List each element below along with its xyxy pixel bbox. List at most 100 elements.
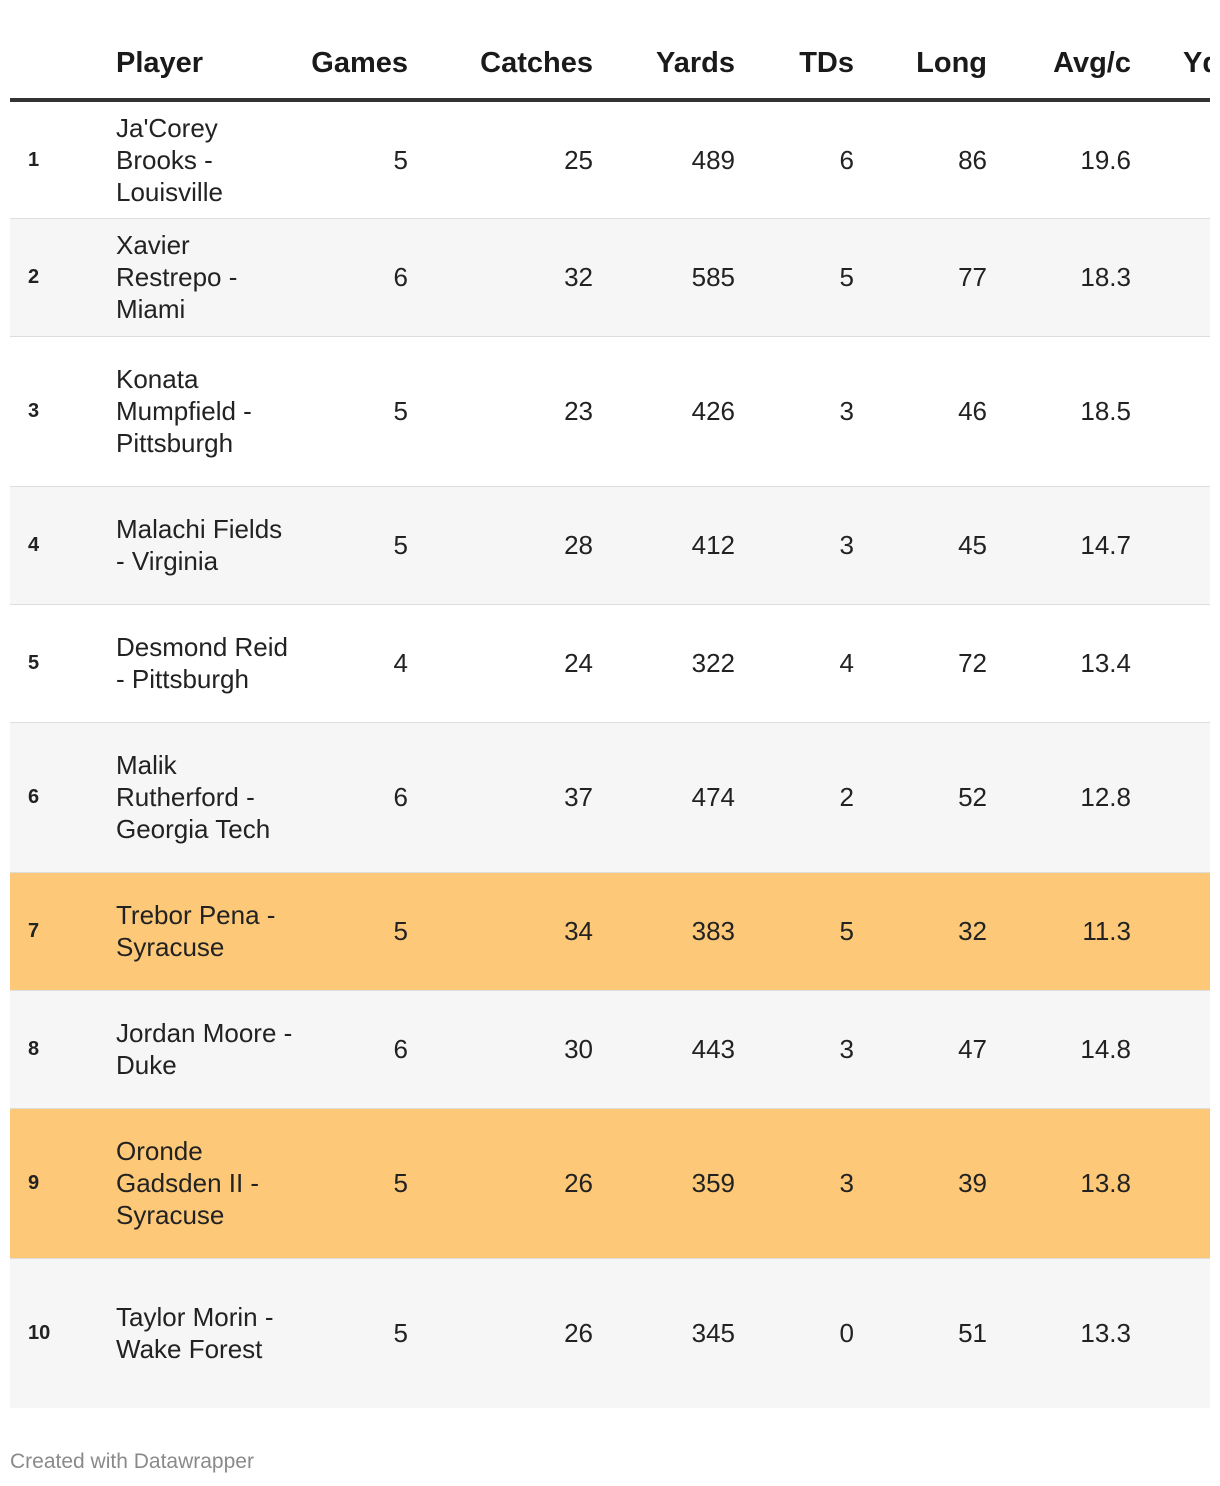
tds-cell: 5 <box>735 218 854 337</box>
tds-cell: 4 <box>735 604 854 723</box>
games-cell: 4 <box>296 604 408 723</box>
tds-cell: 5 <box>735 872 854 991</box>
table-row: 1 Ja'Corey Brooks - Louisville 5 25 489 6 86 19… <box>10 100 1210 219</box>
yards-per-game-cell <box>1131 604 1210 723</box>
player-cell: Malachi Fields - Virginia <box>116 486 296 605</box>
rank-cell: 5 <box>10 604 116 723</box>
yards-per-game-cell <box>1131 336 1210 487</box>
rank-cell: 3 <box>10 336 116 487</box>
long-cell: 77 <box>854 218 987 337</box>
column-header-long[interactable]: Long <box>854 28 987 102</box>
tds-cell: 3 <box>735 336 854 487</box>
catches-cell: 30 <box>408 990 593 1109</box>
games-cell: 5 <box>296 336 408 487</box>
rank-cell: 9 <box>10 1108 116 1259</box>
tds-cell: 6 <box>735 100 854 219</box>
tds-cell: 3 <box>735 486 854 605</box>
yards-cell: 489 <box>593 100 735 219</box>
yards-per-game-cell <box>1131 1258 1210 1408</box>
catches-cell: 24 <box>408 604 593 723</box>
avg-per-catch-cell: 18.5 <box>987 336 1131 487</box>
player-cell: Ja'Corey Brooks - Louisville <box>116 100 296 219</box>
yards-cell: 345 <box>593 1258 735 1408</box>
catches-cell: 23 <box>408 336 593 487</box>
yards-per-game-cell <box>1131 990 1210 1109</box>
rank-cell: 6 <box>10 722 116 873</box>
column-header-yards-per-game[interactable]: Yd <box>1131 28 1210 102</box>
column-header-rank[interactable] <box>10 28 116 102</box>
avg-per-catch-cell: 13.3 <box>987 1258 1131 1408</box>
catches-cell: 26 <box>408 1108 593 1259</box>
table-row: 4 Malachi Fields - Virginia 5 28 412 3 45 14.7 <box>10 486 1210 605</box>
catches-cell: 26 <box>408 1258 593 1408</box>
avg-per-catch-cell: 18.3 <box>987 218 1131 337</box>
stats-table-container: Player Games Catches Yards TDs Long Avg/… <box>10 28 1210 1408</box>
table-row: 6 Malik Rutherford - Georgia Tech 6 37 474 2 5… <box>10 722 1210 873</box>
tds-cell: 3 <box>735 990 854 1109</box>
catches-cell: 34 <box>408 872 593 991</box>
table-row: 10 Taylor Morin - Wake Forest 5 26 345 0 51 13.… <box>10 1258 1210 1408</box>
avg-per-catch-cell: 12.8 <box>987 722 1131 873</box>
datawrapper-credit[interactable]: Created with Datawrapper <box>10 1450 254 1473</box>
rank-cell: 1 <box>10 100 116 219</box>
long-cell: 39 <box>854 1108 987 1259</box>
avg-per-catch-cell: 19.6 <box>987 100 1131 219</box>
table-row: 9 Oronde Gadsden II - Syracuse 5 26 359 3 39 13… <box>10 1108 1210 1259</box>
yards-cell: 383 <box>593 872 735 991</box>
player-cell: Taylor Morin - Wake Forest <box>116 1258 296 1408</box>
games-cell: 6 <box>296 722 408 873</box>
column-header-games[interactable]: Games <box>296 28 408 102</box>
long-cell: 51 <box>854 1258 987 1408</box>
column-header-avg-per-catch[interactable]: Avg/c <box>987 28 1131 102</box>
yards-cell: 412 <box>593 486 735 605</box>
games-cell: 5 <box>296 100 408 219</box>
catches-cell: 32 <box>408 218 593 337</box>
yards-cell: 359 <box>593 1108 735 1259</box>
table-row: 8 Jordan Moore - Duke 6 30 443 3 47 14.8 <box>10 990 1210 1109</box>
player-cell: Oronde Gadsden II - Syracuse <box>116 1108 296 1259</box>
yards-per-game-cell <box>1131 486 1210 605</box>
avg-per-catch-cell: 14.7 <box>987 486 1131 605</box>
yards-per-game-cell <box>1131 722 1210 873</box>
long-cell: 47 <box>854 990 987 1109</box>
catches-cell: 37 <box>408 722 593 873</box>
yards-cell: 426 <box>593 336 735 487</box>
tds-cell: 3 <box>735 1108 854 1259</box>
rank-cell: 7 <box>10 872 116 991</box>
tds-cell: 2 <box>735 722 854 873</box>
yards-per-game-cell <box>1131 1108 1210 1259</box>
avg-per-catch-cell: 13.4 <box>987 604 1131 723</box>
table-row: 7 Trebor Pena - Syracuse 5 34 383 5 32 11.3 <box>10 872 1210 991</box>
table-header-row: Player Games Catches Yards TDs Long Avg/… <box>10 28 1210 102</box>
table-row: 5 Desmond Reid - Pittsburgh 4 24 322 4 72 13.4 <box>10 604 1210 723</box>
catches-cell: 25 <box>408 100 593 219</box>
yards-cell: 443 <box>593 990 735 1109</box>
rank-cell: 10 <box>10 1258 116 1408</box>
rank-cell: 2 <box>10 218 116 337</box>
games-cell: 5 <box>296 872 408 991</box>
column-header-yards[interactable]: Yards <box>593 28 735 102</box>
table-row: 2 Xavier Restrepo - Miami 6 32 585 5 77 18.3 <box>10 218 1210 337</box>
long-cell: 72 <box>854 604 987 723</box>
column-header-player[interactable]: Player <box>116 28 296 102</box>
games-cell: 6 <box>296 990 408 1109</box>
games-cell: 6 <box>296 218 408 337</box>
column-header-tds[interactable]: TDs <box>735 28 854 102</box>
long-cell: 86 <box>854 100 987 219</box>
player-cell: Jordan Moore - Duke <box>116 990 296 1109</box>
avg-per-catch-cell: 11.3 <box>987 872 1131 991</box>
rank-cell: 4 <box>10 486 116 605</box>
games-cell: 5 <box>296 1108 408 1259</box>
table-body: 1 Ja'Corey Brooks - Louisville 5 25 489 6 86 19… <box>10 100 1210 1408</box>
yards-per-game-cell <box>1131 872 1210 991</box>
player-cell: Xavier Restrepo - Miami <box>116 218 296 337</box>
player-cell: Desmond Reid - Pittsburgh <box>116 604 296 723</box>
long-cell: 45 <box>854 486 987 605</box>
yards-per-game-cell <box>1131 100 1210 219</box>
yards-cell: 322 <box>593 604 735 723</box>
yards-cell: 585 <box>593 218 735 337</box>
long-cell: 32 <box>854 872 987 991</box>
long-cell: 46 <box>854 336 987 487</box>
column-header-catches[interactable]: Catches <box>408 28 593 102</box>
catches-cell: 28 <box>408 486 593 605</box>
